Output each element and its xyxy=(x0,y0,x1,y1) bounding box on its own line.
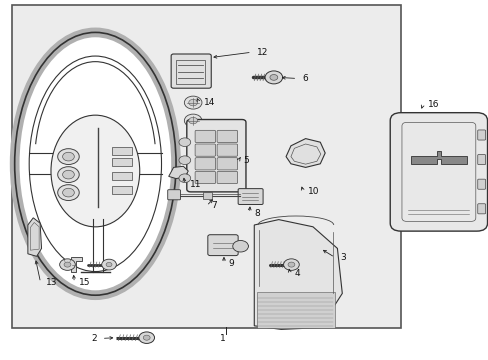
Circle shape xyxy=(139,332,154,343)
Text: 1: 1 xyxy=(219,334,225,343)
Circle shape xyxy=(58,149,79,165)
FancyBboxPatch shape xyxy=(167,190,180,200)
Text: 14: 14 xyxy=(203,98,215,107)
Bar xyxy=(112,158,132,166)
Polygon shape xyxy=(285,139,325,167)
Text: 4: 4 xyxy=(294,269,300,278)
Polygon shape xyxy=(71,257,82,272)
FancyBboxPatch shape xyxy=(195,144,215,156)
FancyBboxPatch shape xyxy=(217,144,237,156)
Circle shape xyxy=(58,185,79,201)
Bar xyxy=(112,147,132,155)
Circle shape xyxy=(102,259,116,270)
Circle shape xyxy=(287,262,294,267)
FancyBboxPatch shape xyxy=(203,192,211,199)
Text: 10: 10 xyxy=(307,187,319,196)
Circle shape xyxy=(62,170,74,179)
Circle shape xyxy=(106,262,112,267)
Circle shape xyxy=(179,156,190,165)
Circle shape xyxy=(179,138,190,147)
Circle shape xyxy=(232,240,248,252)
Text: 7: 7 xyxy=(211,202,217,210)
Text: 8: 8 xyxy=(254,209,260,217)
FancyBboxPatch shape xyxy=(195,171,215,184)
Text: 2: 2 xyxy=(91,334,97,343)
Circle shape xyxy=(143,335,150,340)
FancyBboxPatch shape xyxy=(477,130,485,140)
FancyBboxPatch shape xyxy=(256,292,334,328)
Circle shape xyxy=(184,96,202,109)
Bar xyxy=(12,5,400,328)
Circle shape xyxy=(283,259,299,270)
FancyBboxPatch shape xyxy=(477,154,485,165)
Text: 13: 13 xyxy=(45,278,57,287)
Circle shape xyxy=(64,262,71,267)
FancyBboxPatch shape xyxy=(195,130,215,143)
FancyBboxPatch shape xyxy=(389,113,487,231)
Ellipse shape xyxy=(51,115,140,227)
Text: 15: 15 xyxy=(79,278,91,287)
Text: 16: 16 xyxy=(427,100,439,109)
FancyBboxPatch shape xyxy=(195,158,215,170)
FancyBboxPatch shape xyxy=(217,130,237,143)
FancyBboxPatch shape xyxy=(238,189,263,204)
Circle shape xyxy=(179,174,190,183)
Bar xyxy=(112,172,132,180)
Text: 9: 9 xyxy=(228,259,234,268)
FancyBboxPatch shape xyxy=(186,120,245,192)
Circle shape xyxy=(188,99,197,106)
Circle shape xyxy=(264,71,282,84)
Ellipse shape xyxy=(15,32,176,295)
Polygon shape xyxy=(168,166,188,179)
Bar xyxy=(112,186,132,194)
Circle shape xyxy=(269,75,277,80)
FancyBboxPatch shape xyxy=(217,171,237,184)
Circle shape xyxy=(60,259,75,270)
Text: 11: 11 xyxy=(189,180,201,189)
Text: 6: 6 xyxy=(302,74,307,83)
FancyBboxPatch shape xyxy=(171,54,211,88)
Circle shape xyxy=(184,114,202,127)
Circle shape xyxy=(188,117,197,124)
Text: 12: 12 xyxy=(256,48,267,57)
Polygon shape xyxy=(409,151,467,164)
FancyBboxPatch shape xyxy=(207,235,238,256)
Polygon shape xyxy=(28,218,41,256)
Circle shape xyxy=(58,167,79,183)
Text: 3: 3 xyxy=(339,253,345,262)
FancyBboxPatch shape xyxy=(477,179,485,189)
Circle shape xyxy=(62,188,74,197)
Circle shape xyxy=(62,152,74,161)
Polygon shape xyxy=(254,220,342,329)
FancyBboxPatch shape xyxy=(477,204,485,214)
Text: 5: 5 xyxy=(243,156,249,165)
FancyBboxPatch shape xyxy=(217,158,237,170)
